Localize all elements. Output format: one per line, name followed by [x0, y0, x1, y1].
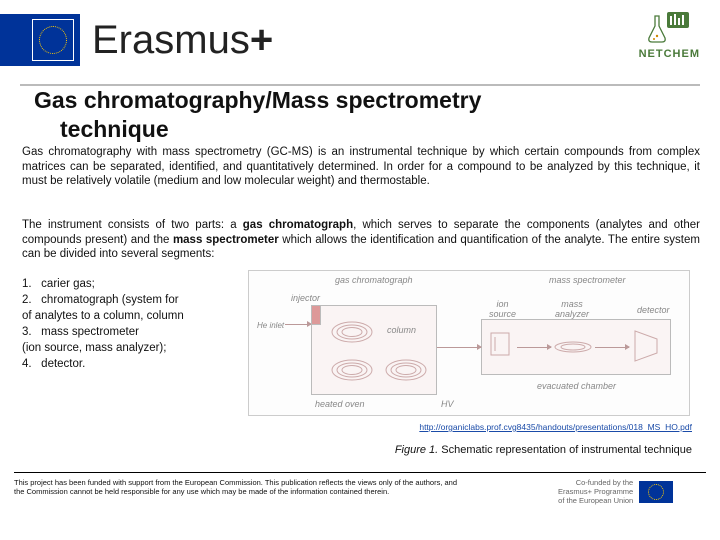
list-2: 2. chromatograph (system for: [22, 292, 242, 308]
eu-flag-icon: [32, 19, 74, 61]
list-3: of analytes to a column, column: [22, 308, 242, 324]
erasmus-plus: +: [250, 18, 273, 62]
mass-analyzer-icon: [553, 335, 593, 359]
arrow-ion-mass: [517, 347, 551, 348]
paragraph-2: The instrument consists of two parts: a …: [22, 218, 700, 262]
segment-list: 1. carier gas; 2. chromatograph (system …: [22, 276, 242, 373]
label-column: column: [387, 325, 416, 335]
label-gas-chrom: gas chromatograph: [335, 275, 413, 285]
label-detector: detector: [637, 305, 670, 315]
para2-b: gas chromatograph: [243, 219, 353, 231]
erasmus-logo: Erasmus+: [92, 18, 273, 63]
list-5: (ion source, mass analyzer);: [22, 340, 242, 356]
page-title: Gas chromatography/Mass spectrometry tec…: [34, 86, 481, 144]
caption-text: Schematic representation of instrumental…: [438, 444, 692, 456]
netchem-logo: NETCHEM: [639, 10, 700, 60]
erasmus-text: Erasmus: [92, 18, 250, 62]
caption-num: Figure 1.: [395, 444, 438, 456]
injector-icon: [311, 305, 321, 325]
para2-d: mass spectrometer: [173, 234, 279, 246]
label-evacuated: evacuated chamber: [537, 381, 616, 391]
label-mass-analyzer: mass analyzer: [555, 299, 589, 319]
label-he-inlet: He inlet: [257, 321, 284, 330]
ion-source-icon: [489, 331, 515, 361]
label-ion-source: ion source: [489, 299, 516, 319]
list-4: 3. mass spectrometer: [22, 324, 242, 340]
paragraph-1: Gas chromatography with mass spectrometr…: [22, 145, 700, 189]
arrow-to-ms: [437, 347, 481, 348]
list-6: 4. detector.: [22, 356, 242, 372]
cofunded-badge: Co-funded by the Erasmus+ Programme of t…: [558, 478, 708, 505]
label-hv: HV: [441, 399, 454, 409]
label-mass-spec: mass spectrometer: [549, 275, 626, 285]
coil-3-icon: [383, 357, 429, 383]
arrow-mass-det: [595, 347, 629, 348]
coil-1-icon: [329, 319, 375, 345]
eu-flag-small-icon: [639, 481, 673, 503]
footer-separator: [14, 472, 706, 473]
cofund-l3: of the European Union: [558, 496, 633, 505]
cofund-text: Co-funded by the Erasmus+ Programme of t…: [558, 478, 633, 505]
netchem-label: NETCHEM: [639, 48, 700, 60]
figure-caption: Figure 1. Schematic representation of in…: [395, 444, 692, 456]
header: Erasmus+ NETCHEM: [0, 0, 720, 78]
title-line2: technique: [60, 115, 481, 144]
footer-disclaimer: This project has been funded with suppor…: [14, 478, 464, 497]
coil-2-icon: [329, 357, 375, 383]
para2-a: The instrument consists of two parts: a: [22, 219, 243, 231]
label-injector: injector: [291, 293, 320, 303]
list-1: 1. carier gas;: [22, 276, 242, 292]
schematic-figure: gas chromatograph mass spectrometer inje…: [248, 270, 690, 416]
netchem-icon: [647, 10, 691, 46]
eu-strip: [0, 14, 80, 66]
cofund-l2: Erasmus+ Programme: [558, 487, 633, 496]
detector-icon: [633, 329, 663, 363]
cofund-l1: Co-funded by the: [558, 478, 633, 487]
arrow-he: [285, 324, 311, 325]
label-heated-oven: heated oven: [315, 399, 365, 409]
title-line1: Gas chromatography/Mass spectrometry: [34, 86, 481, 115]
source-link[interactable]: http://organiclabs.prof.cvg8435/handouts…: [419, 422, 692, 432]
